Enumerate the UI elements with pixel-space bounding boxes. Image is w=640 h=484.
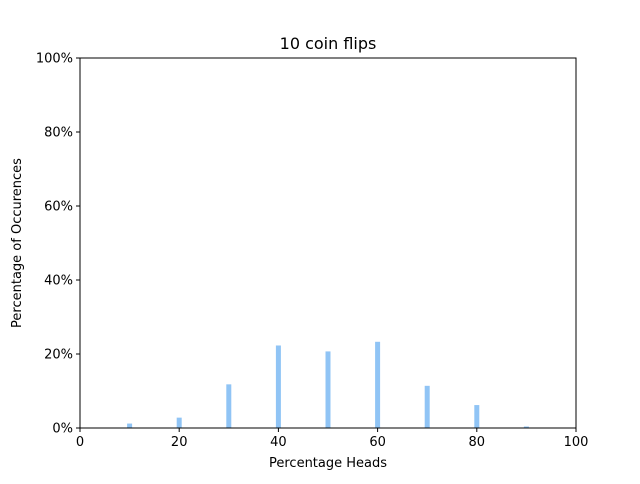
bar (226, 384, 232, 428)
plot-frame (79, 57, 577, 429)
x-tick-label: 20 (171, 435, 188, 450)
x-axis: 0 20 40 60 80 100 (76, 428, 589, 450)
bar (474, 405, 480, 428)
bar (375, 341, 381, 428)
y-tick-label: 60% (44, 200, 73, 215)
x-axis-label: Percentage Heads (269, 456, 387, 471)
y-tick-label: 20% (44, 348, 73, 363)
bar (275, 345, 281, 428)
bar (176, 417, 182, 428)
y-tick-label: 80% (44, 126, 73, 141)
bar (127, 423, 133, 428)
y-tick-label: 40% (44, 274, 73, 289)
bars-layer (127, 341, 529, 428)
bar (523, 426, 529, 428)
x-tick-label: 80 (469, 435, 486, 450)
x-tick-label: 0 (76, 435, 84, 450)
bar (424, 385, 430, 428)
x-tick-label: 40 (270, 435, 287, 450)
y-tick-label: 0% (52, 422, 73, 437)
bar (325, 351, 331, 428)
x-tick-label: 100 (564, 435, 589, 450)
y-axis-label: Percentage of Occurences (10, 158, 25, 328)
y-axis: 0% 20% 40% 60% 80% 100% (36, 52, 80, 437)
x-tick-label: 60 (369, 435, 386, 450)
y-tick-label: 100% (36, 52, 73, 67)
chart-title: 10 coin flips (280, 34, 377, 53)
